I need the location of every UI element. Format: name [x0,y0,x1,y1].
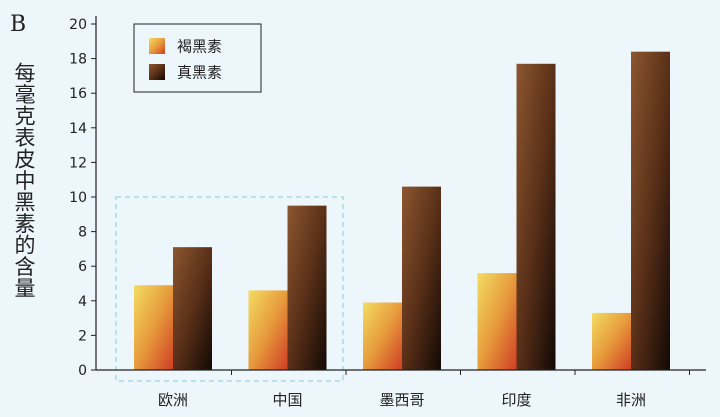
bar-pheomelanin-3 [477,273,517,370]
bar-eumelanin-1 [287,205,327,370]
y-tick-label: 6 [78,259,87,275]
bar-pheomelanin-2 [363,302,402,370]
y-tick-label: 0 [78,363,87,379]
x-tick-label: 非洲 [616,391,646,409]
bar-pheomelanin-4 [592,312,631,370]
y-tick-label: 4 [78,294,87,310]
y-tick-label: 18 [69,52,87,68]
x-tick-label: 欧洲 [158,391,188,409]
x-tick-label: 印度 [501,391,531,409]
legend-label-0: 褐黑素 [177,38,222,56]
y-tick-label: 20 [69,17,87,33]
y-tick-label: 2 [78,328,87,344]
legend-box [133,23,262,93]
y-tick-label: 10 [69,190,87,206]
y-tick-label: 16 [69,86,87,102]
legend-label-1: 真黑素 [177,64,222,82]
y-tick-label: 8 [78,225,87,241]
bar-eumelanin-2 [402,186,441,370]
bar-eumelanin-3 [516,63,556,370]
x-tick-label: 中国 [272,391,302,409]
bar-pheomelanin-1 [248,290,288,370]
bar-eumelanin-4 [631,51,670,371]
legend-swatch-0 [149,38,165,54]
y-tick-label: 12 [69,155,87,171]
bar-eumelanin-0 [173,247,212,370]
y-tick-label: 14 [69,121,87,137]
bar-pheomelanin-0 [134,285,173,370]
x-tick-label: 墨西哥 [379,391,424,409]
highlight-box [115,196,344,382]
y-axis-label: 每毫克表皮中黑素的含量 [12,62,36,299]
legend-swatch-1 [149,64,165,80]
panel-letter: B [10,12,27,37]
